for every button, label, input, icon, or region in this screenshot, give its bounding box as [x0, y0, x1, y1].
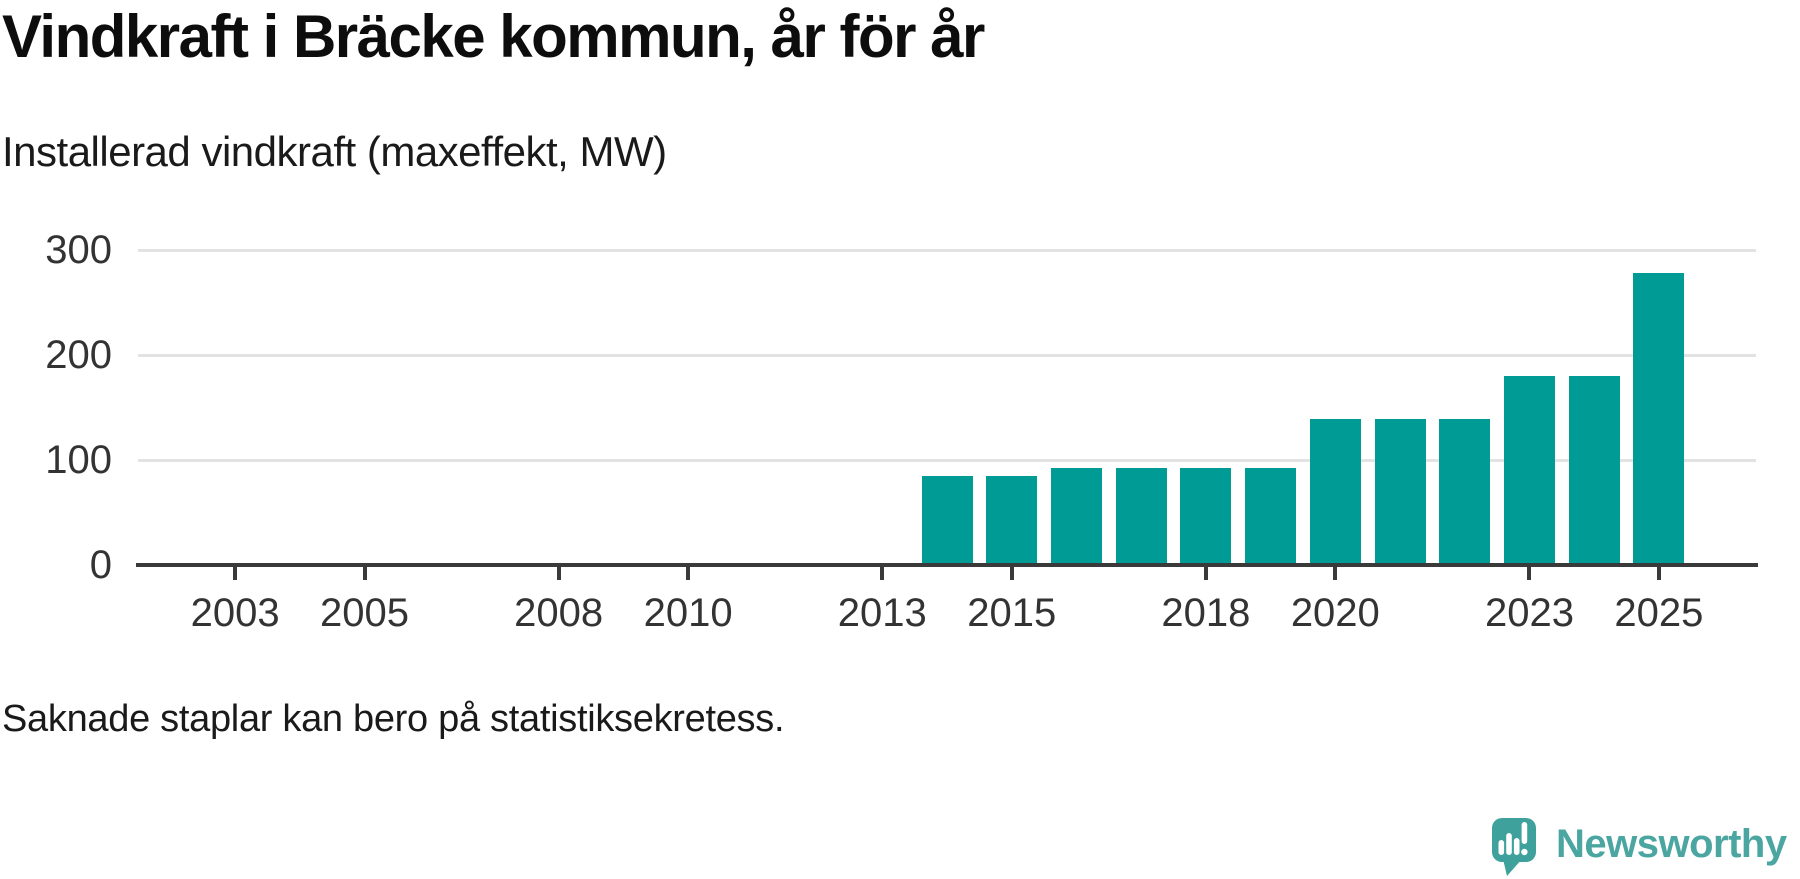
y-axis-label-0: 0: [89, 543, 112, 587]
x-axis-label-2025: 2025: [1614, 591, 1704, 635]
x-axis-tick-2005: [362, 565, 367, 580]
x-axis-tick-2020: [1333, 565, 1338, 580]
bar-2018: [1180, 468, 1232, 565]
x-axis-label-2018: 2018: [1161, 591, 1251, 635]
x-axis-label-2003: 2003: [190, 591, 280, 635]
x-axis-label-2005: 2005: [320, 591, 409, 635]
bar-2021: [1374, 419, 1426, 565]
x-axis-label-2020: 2020: [1290, 591, 1380, 635]
y-axis-label-300: 300: [45, 228, 112, 272]
bar-2017: [1115, 468, 1167, 565]
newsworthy-logo-text: Newsworthy: [1556, 822, 1787, 866]
bar-2014: [921, 475, 973, 565]
x-axis-tick-2010: [686, 565, 691, 580]
bar-2015: [986, 475, 1038, 565]
x-axis-tick-2025: [1656, 565, 1661, 580]
bar-2023: [1503, 376, 1555, 565]
x-axis-tick-2013: [880, 565, 885, 580]
page-title: Vindkraft i Bräcke kommun, år för år: [2, 3, 985, 70]
bar-2022: [1439, 419, 1491, 565]
gridline-y-200: [138, 353, 1756, 357]
x-axis-label-2015: 2015: [967, 591, 1057, 635]
chart-footnote: Saknade staplar kan bero på statistiksek…: [2, 698, 785, 740]
bar-2025: [1633, 273, 1685, 565]
y-axis-label-100: 100: [45, 438, 112, 482]
x-axis-tick-2003: [233, 565, 238, 580]
y-axis-label-200: 200: [45, 333, 112, 377]
x-axis-label-2023: 2023: [1484, 591, 1574, 635]
x-axis-tick-2023: [1527, 565, 1532, 580]
x-axis-tick-2015: [1009, 565, 1014, 580]
bar-2019: [1245, 468, 1297, 565]
x-axis-tick-2018: [1203, 565, 1208, 580]
x-axis-tick-2008: [556, 565, 561, 580]
newsworthy-logo-icon: [1492, 818, 1536, 876]
gridline-y-100: [138, 458, 1756, 462]
x-axis-label-2013: 2013: [837, 591, 927, 635]
bar-2016: [1050, 468, 1102, 565]
x-axis-label-2010: 2010: [643, 591, 733, 635]
bar-2024: [1568, 376, 1620, 565]
gridline-y-300: [138, 248, 1756, 252]
bar-2020: [1309, 419, 1361, 565]
x-axis-line: [136, 563, 1758, 567]
x-axis-label-2008: 2008: [514, 591, 604, 635]
chart-subtitle: Installerad vindkraft (maxeffekt, MW): [2, 128, 667, 175]
